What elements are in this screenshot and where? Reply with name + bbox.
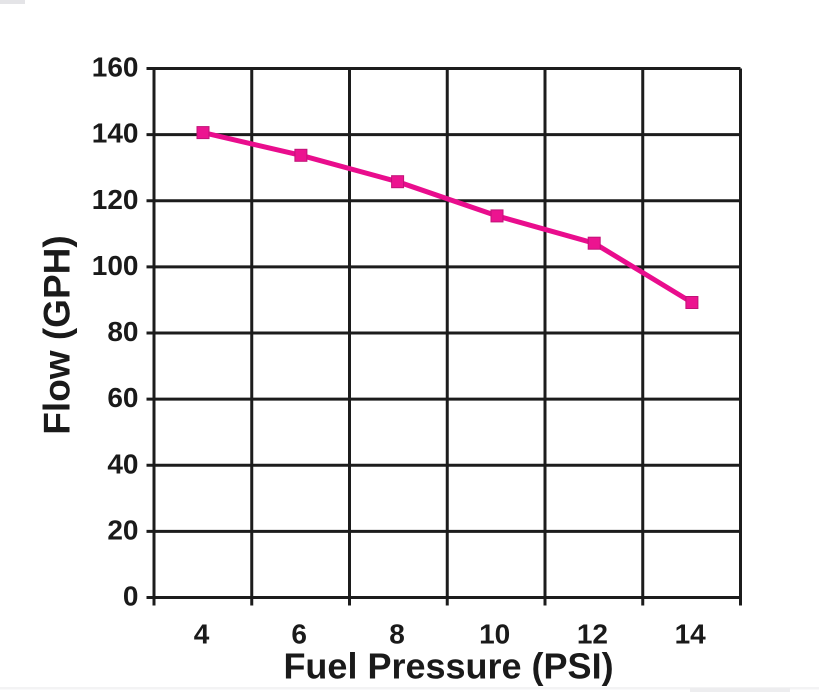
svg-text:12: 12 (577, 619, 608, 650)
svg-text:120: 120 (92, 184, 139, 215)
svg-text:10: 10 (479, 619, 510, 650)
svg-text:100: 100 (92, 250, 139, 281)
svg-text:0: 0 (123, 581, 139, 612)
svg-text:Fuel Pressure (PSI): Fuel Pressure (PSI) (283, 645, 613, 686)
svg-text:20: 20 (107, 514, 138, 545)
svg-text:4: 4 (194, 619, 210, 650)
svg-text:160: 160 (92, 52, 139, 83)
svg-text:6: 6 (291, 619, 307, 650)
svg-text:40: 40 (107, 448, 138, 479)
svg-text:Flow (GPH): Flow (GPH) (37, 235, 78, 434)
svg-text:140: 140 (92, 118, 139, 149)
svg-text:8: 8 (389, 619, 405, 650)
svg-text:14: 14 (675, 619, 707, 650)
svg-text:80: 80 (107, 316, 138, 347)
svg-text:60: 60 (107, 382, 138, 413)
